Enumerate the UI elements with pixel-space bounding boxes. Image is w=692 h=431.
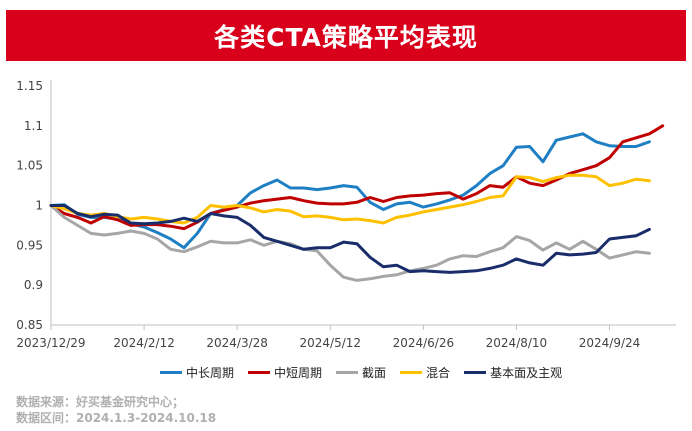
source-line-1: 数据来源：好买基金研究中心； xyxy=(16,395,185,409)
legend-item-4: 基本面及主观 xyxy=(464,364,562,381)
series-line-2 xyxy=(49,204,651,282)
y-tick-label: 0.85 xyxy=(16,318,43,332)
source-line-2: 数据区间：2024.1.3-2024.10.18 xyxy=(16,411,217,425)
x-tick-label: 2023/12/29 xyxy=(16,336,85,350)
legend-item-1: 中短周期 xyxy=(248,364,322,381)
legend-item-0: 中长周期 xyxy=(160,364,234,381)
title-banner: 各类CTA策略平均表现 xyxy=(6,10,686,61)
legend-item-3: 混合 xyxy=(400,364,450,381)
legend-swatch xyxy=(400,371,423,374)
y-tick-label: 0.9 xyxy=(24,278,43,292)
legend-item-2: 截面 xyxy=(336,364,386,381)
x-tick-label: 2024/2/12 xyxy=(113,336,175,350)
legend-swatch xyxy=(248,371,271,374)
legend-swatch xyxy=(464,371,487,374)
legend-label: 中长周期 xyxy=(186,366,235,380)
series-line-3 xyxy=(49,173,651,225)
legend-label: 截面 xyxy=(362,366,387,380)
source-note: 数据来源：好买基金研究中心； 数据区间：2024.1.3-2024.10.18 xyxy=(16,394,216,426)
series-line-4 xyxy=(49,204,651,274)
legend-swatch xyxy=(336,371,359,374)
legend-label: 混合 xyxy=(426,366,451,380)
y-tick-label: 1.15 xyxy=(16,79,43,93)
x-tick-label: 2024/6/26 xyxy=(393,336,455,350)
x-tick-label: 2024/3/28 xyxy=(206,336,268,350)
legend-label: 基本面及主观 xyxy=(490,366,563,380)
chart-title: 各类CTA策略平均表现 xyxy=(214,22,478,52)
legend: 中长周期 中短周期 截面 混合 基本面及主观 xyxy=(160,364,576,381)
x-tick-label: 2024/9/24 xyxy=(579,336,641,350)
series-line-1 xyxy=(49,124,665,231)
legend-swatch xyxy=(160,371,182,374)
y-tick-label: 1.1 xyxy=(24,119,43,133)
x-tick-label: 2024/8/10 xyxy=(486,336,548,350)
x-tick-label: 2024/5/12 xyxy=(299,336,361,350)
y-tick-label: 1.05 xyxy=(16,159,43,173)
series-line-0 xyxy=(49,132,651,250)
y-tick-label: 0.95 xyxy=(16,238,43,252)
legend-label: 中短周期 xyxy=(274,366,323,380)
y-tick-label: 1 xyxy=(35,199,43,213)
